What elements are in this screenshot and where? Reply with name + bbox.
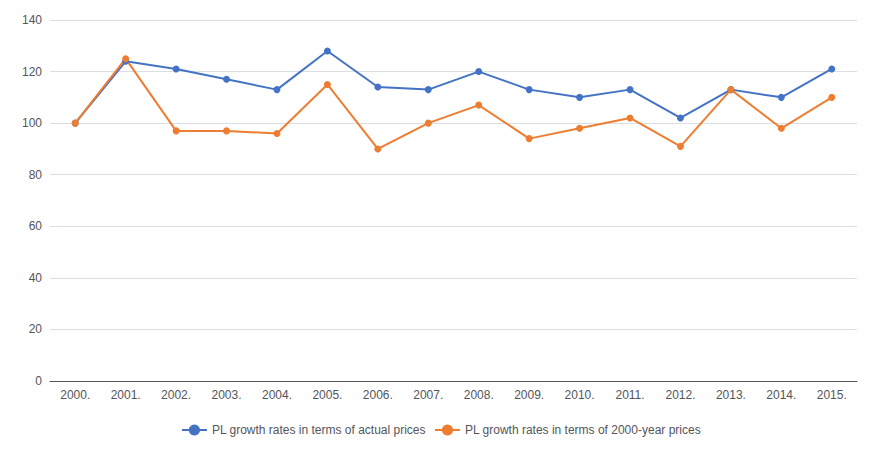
svg-text:2005.: 2005. [312, 388, 342, 402]
svg-text:2003.: 2003. [212, 388, 242, 402]
svg-text:PL growth rates in terms of 20: PL growth rates in terms of 2000-year pr… [465, 423, 701, 437]
svg-text:2000.: 2000. [60, 388, 90, 402]
svg-text:2013.: 2013. [716, 388, 746, 402]
svg-text:2002.: 2002. [161, 388, 191, 402]
svg-text:100: 100 [22, 116, 42, 130]
svg-text:2010.: 2010. [565, 388, 595, 402]
svg-text:120: 120 [22, 65, 42, 79]
svg-text:2015.: 2015. [817, 388, 847, 402]
svg-text:2012.: 2012. [665, 388, 695, 402]
svg-text:PL growth rates in terms of ac: PL growth rates in terms of actual price… [212, 423, 426, 437]
svg-text:2006.: 2006. [363, 388, 393, 402]
svg-text:2007.: 2007. [413, 388, 443, 402]
svg-text:20: 20 [29, 322, 43, 336]
svg-text:140: 140 [22, 13, 42, 27]
svg-text:2004.: 2004. [262, 388, 292, 402]
svg-text:0: 0 [35, 374, 42, 388]
svg-text:60: 60 [29, 219, 43, 233]
svg-text:80: 80 [29, 168, 43, 182]
svg-text:2001.: 2001. [111, 388, 141, 402]
svg-text:2014.: 2014. [766, 388, 796, 402]
svg-text:2008.: 2008. [464, 388, 494, 402]
svg-text:2011.: 2011. [615, 388, 644, 402]
svg-text:2009.: 2009. [514, 388, 544, 402]
svg-text:40: 40 [29, 271, 43, 285]
